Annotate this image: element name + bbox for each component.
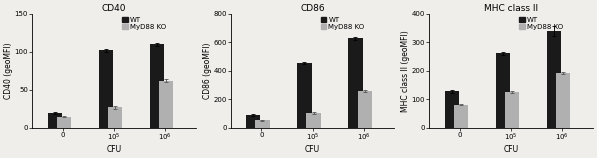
Bar xyxy=(348,38,362,128)
Bar xyxy=(256,120,270,128)
Bar xyxy=(297,63,312,128)
Bar xyxy=(150,44,164,128)
Y-axis label: CD86 (geoMFI): CD86 (geoMFI) xyxy=(203,43,212,99)
Bar xyxy=(57,117,71,128)
Bar xyxy=(358,91,372,128)
Bar xyxy=(159,81,173,128)
Bar xyxy=(306,113,321,128)
Bar xyxy=(505,92,519,128)
Bar xyxy=(547,31,561,128)
Bar xyxy=(445,91,459,128)
Y-axis label: MHC class II (geoMFI): MHC class II (geoMFI) xyxy=(401,30,410,112)
X-axis label: CFU: CFU xyxy=(106,145,122,154)
Bar xyxy=(454,105,468,128)
X-axis label: CFU: CFU xyxy=(305,145,320,154)
Bar xyxy=(556,73,570,128)
Bar xyxy=(99,50,113,128)
Title: CD40: CD40 xyxy=(101,4,126,13)
Title: CD86: CD86 xyxy=(300,4,325,13)
Bar xyxy=(108,107,122,128)
Bar xyxy=(48,113,62,128)
Title: MHC class II: MHC class II xyxy=(484,4,538,13)
Legend: WT, MyD88 KO: WT, MyD88 KO xyxy=(121,15,167,31)
X-axis label: CFU: CFU xyxy=(503,145,519,154)
Bar xyxy=(496,53,510,128)
Legend: WT, MyD88 KO: WT, MyD88 KO xyxy=(518,15,564,31)
Y-axis label: CD40 (geoMFI): CD40 (geoMFI) xyxy=(4,43,13,99)
Bar xyxy=(246,115,260,128)
Legend: WT, MyD88 KO: WT, MyD88 KO xyxy=(319,15,366,31)
